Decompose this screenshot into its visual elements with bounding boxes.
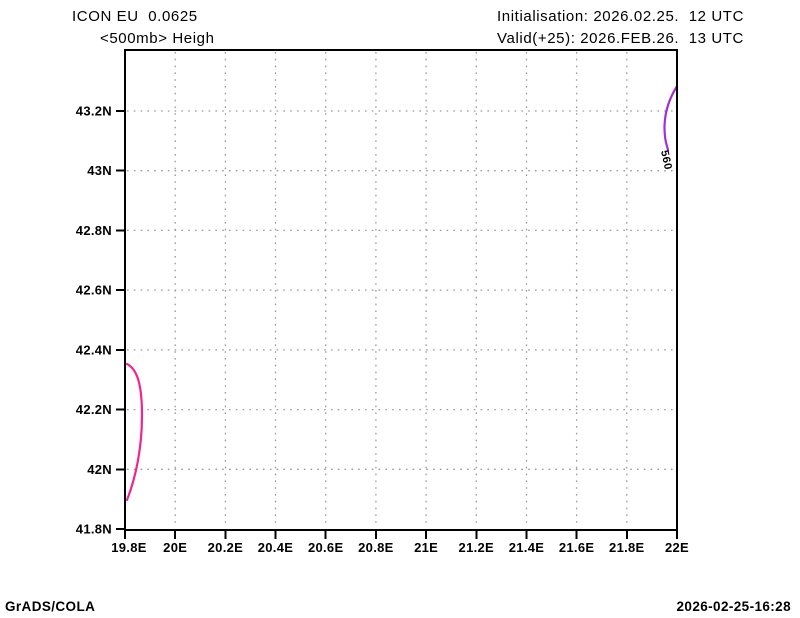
level-title: <500mb> Heigh — [100, 30, 215, 47]
x-tick-label: 20E — [163, 540, 187, 555]
contour-line-560 — [663, 85, 678, 152]
x-tick-label: 21.6E — [559, 540, 595, 555]
x-tick-label: 20.2E — [208, 540, 244, 555]
y-axis-labels: 43.2N 43N 42.8N 42.6N 42.4N 42.2N 42N 41… — [76, 104, 112, 537]
vertical-gridlines — [174, 52, 628, 528]
x-axis-labels: 19.8E 20E 20.2E 20.4E 20.6E 20.8E 21E 21… — [111, 540, 689, 555]
render-timestamp: 2026-02-25-16:28 — [677, 599, 792, 614]
x-tick-label: 20.4E — [258, 540, 294, 555]
grads-cola-credit: GrADS/COLA — [5, 599, 95, 614]
contour-value-label: 560 — [658, 149, 674, 171]
contour-line-west — [125, 362, 144, 502]
x-tick-label: 21.8E — [609, 540, 645, 555]
y-tick-label: 42.2N — [76, 402, 112, 417]
y-tick-label: 42.6N — [76, 283, 112, 298]
x-tick-label: 21E — [414, 540, 438, 555]
x-tick-label: 20.6E — [308, 540, 344, 555]
y-tick-label: 41.8N — [76, 522, 112, 537]
x-tick-label: 19.8E — [111, 540, 147, 555]
y-tick-label: 42.4N — [76, 342, 112, 357]
horizontal-gridlines — [127, 110, 675, 470]
y-axis-ticks — [116, 110, 125, 530]
plot-border — [124, 49, 678, 531]
x-tick-label: 21.4E — [509, 540, 545, 555]
initialisation-label: Initialisation: 2026.02.25. 12 UTC — [497, 8, 744, 25]
x-tick-label: 21.2E — [459, 540, 495, 555]
valid-label: Valid(+25): 2026.FEB.26. 13 UTC — [497, 30, 744, 47]
model-title: ICON EU 0.0625 — [72, 8, 198, 25]
x-tick-label: 22E — [665, 540, 689, 555]
y-tick-label: 43N — [87, 163, 112, 178]
x-axis-ticks — [124, 531, 678, 539]
y-tick-label: 42.8N — [76, 223, 112, 238]
x-tick-label: 20.8E — [358, 540, 394, 555]
y-tick-label: 42N — [87, 462, 112, 477]
y-tick-label: 43.2N — [76, 104, 112, 119]
